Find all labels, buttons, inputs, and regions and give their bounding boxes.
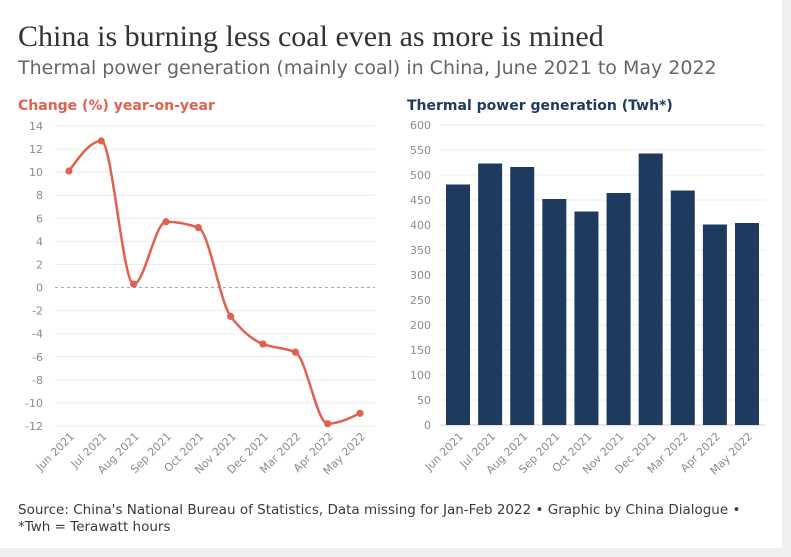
y-tick-label: 14 (29, 120, 43, 133)
thermal-generation-bar-chart: 0 50 100 150 200 250 300 350 400 450 500 550 600 Jun … (410, 119, 765, 477)
y-tick-label: 600 (410, 119, 431, 132)
x-tick-label: Jun 2021 (33, 430, 77, 474)
bar (446, 184, 470, 425)
y-tick-label: 250 (410, 294, 431, 307)
y-tick-label: 400 (410, 219, 431, 232)
y-tick-label: -8 (32, 374, 43, 387)
y-tick-label: -12 (25, 420, 43, 433)
data-point (194, 223, 202, 232)
y-tick-label: 450 (410, 194, 431, 207)
series-line (67, 139, 362, 425)
y-tick-label: 10 (29, 166, 43, 179)
line-chart-title: Change (%) year-on-year (18, 98, 215, 114)
y-tick-label: 8 (36, 189, 43, 202)
bar (542, 199, 567, 425)
bar (638, 153, 663, 425)
y-tick-label: 6 (36, 212, 43, 225)
y-tick-label: 100 (410, 369, 431, 382)
bar (606, 193, 631, 425)
footer: Source: China's National Bureau of Stati… (18, 502, 740, 536)
x-tick-label: Jun 2021 (422, 430, 466, 474)
bar (735, 223, 759, 425)
data-point (291, 348, 299, 356)
y-tick-label: -10 (25, 397, 43, 410)
y-tick-label: 350 (410, 244, 431, 257)
y-tick-label: 550 (410, 144, 431, 157)
y-tick-label: -6 (32, 351, 43, 364)
y-tick-label: -4 (32, 328, 43, 341)
data-point (356, 409, 364, 417)
bar (702, 224, 727, 425)
data-point (130, 280, 138, 288)
y-tick-label: 200 (410, 319, 431, 332)
y-tick-label: 2 (36, 258, 43, 271)
unit-note: *Twh = Terawatt hours (18, 519, 171, 535)
chart-card: China is burning less coal even as more … (0, 0, 782, 548)
y-tick-label: -2 (32, 305, 43, 318)
bar (510, 167, 535, 425)
bar (574, 211, 599, 425)
y-tick-label: 300 (410, 269, 431, 282)
y-tick-label: 150 (410, 344, 431, 357)
figure-subtitle: Thermal power generation (mainly coal) i… (18, 57, 717, 79)
y-tick-label: 0 (424, 419, 431, 432)
data-point (97, 137, 105, 145)
figure-title: China is burning less coal even as more … (18, 20, 604, 53)
data-point (324, 420, 332, 428)
y-tick-label: 50 (417, 394, 431, 407)
y-tick-label: 0 (36, 282, 43, 295)
data-point (65, 167, 73, 175)
bar (670, 190, 695, 425)
y-tick-label: 4 (36, 235, 43, 248)
data-point (227, 312, 235, 320)
data-point (162, 218, 170, 226)
y-tick-label: 500 (410, 169, 431, 182)
y-tick-label: 12 (29, 143, 43, 156)
bar (478, 163, 503, 425)
data-point (259, 340, 267, 348)
bar-chart-title: Thermal power generation (Twh*) (407, 98, 673, 114)
source-note: Source: China's National Bureau of Stati… (18, 502, 741, 518)
